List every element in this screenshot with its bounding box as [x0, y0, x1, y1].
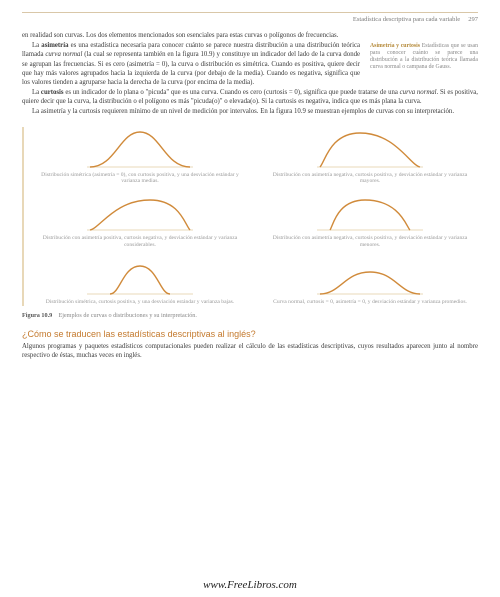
para-3: La curtosis es un indicador de lo plana …	[22, 88, 478, 106]
distribution-curve-icon	[315, 254, 425, 298]
body-text: en realidad son curvas. Los dos elemento…	[22, 31, 478, 117]
curve-row: Distribución simétrica (asimetría = 0), …	[32, 127, 478, 185]
page: Estadística descriptiva para cada variab…	[0, 0, 500, 360]
curve-caption: Distribución con asimetría negativa, cur…	[262, 172, 478, 185]
figure-caption: Figura 10.9 Ejemplos de curvas o distrib…	[22, 312, 478, 319]
figure-label: Figura 10.9	[22, 312, 52, 319]
figure-caption-text: Ejemplos de curvas o distribuciones y su…	[58, 312, 197, 319]
curve-cell: Curva normal, curtosis = 0, asimetría = …	[262, 254, 478, 305]
distribution-curve-icon	[315, 190, 425, 234]
section-body: Algunos programas y paquetes estadístico…	[22, 342, 478, 360]
header-rule	[22, 12, 478, 13]
curve-caption: Distribución con asimetría positiva, cur…	[32, 235, 248, 248]
margin-callout: Asimetría y curtosis Estadísticas que se…	[366, 43, 478, 71]
callout-title: Asimetría y curtosis	[370, 43, 420, 49]
distribution-curve-icon	[85, 254, 195, 298]
running-head: Estadística descriptiva para cada variab…	[22, 16, 478, 23]
curve-cell: Distribución simétrica (asimetría = 0), …	[32, 127, 248, 185]
distribution-curve-icon	[315, 127, 425, 171]
curve-cell: Distribución simétrica, curtosis positiv…	[32, 254, 248, 305]
curve-cell: Distribución con asimetría negativa, cur…	[262, 190, 478, 248]
footer-url: www.FreeLibros.com	[0, 579, 500, 591]
para-1: en realidad son curvas. Los dos elemento…	[22, 31, 478, 40]
curve-caption: Distribución simétrica (asimetría = 0), …	[32, 172, 248, 185]
curve-row: Distribución con asimetría positiva, cur…	[32, 190, 478, 248]
figure-10-9: Distribución simétrica (asimetría = 0), …	[22, 127, 478, 306]
curve-caption: Distribución simétrica, curtosis positiv…	[32, 299, 248, 305]
page-number: 297	[468, 16, 478, 23]
distribution-curve-icon	[85, 127, 195, 171]
curve-cell: Distribución con asimetría negativa, cur…	[262, 127, 478, 185]
curve-cell: Distribución con asimetría positiva, cur…	[32, 190, 248, 248]
curve-row: Distribución simétrica, curtosis positiv…	[32, 254, 478, 305]
section-heading: ¿Cómo se traducen las estadísticas descr…	[22, 329, 478, 339]
distribution-curve-icon	[85, 190, 195, 234]
curve-caption: Distribución con asimetría negativa, cur…	[262, 235, 478, 248]
para-4: La asimetría y la curtosis requieren mín…	[22, 107, 478, 116]
curve-caption: Curva normal, curtosis = 0, asimetría = …	[262, 299, 478, 305]
running-head-text: Estadística descriptiva para cada variab…	[353, 16, 460, 23]
